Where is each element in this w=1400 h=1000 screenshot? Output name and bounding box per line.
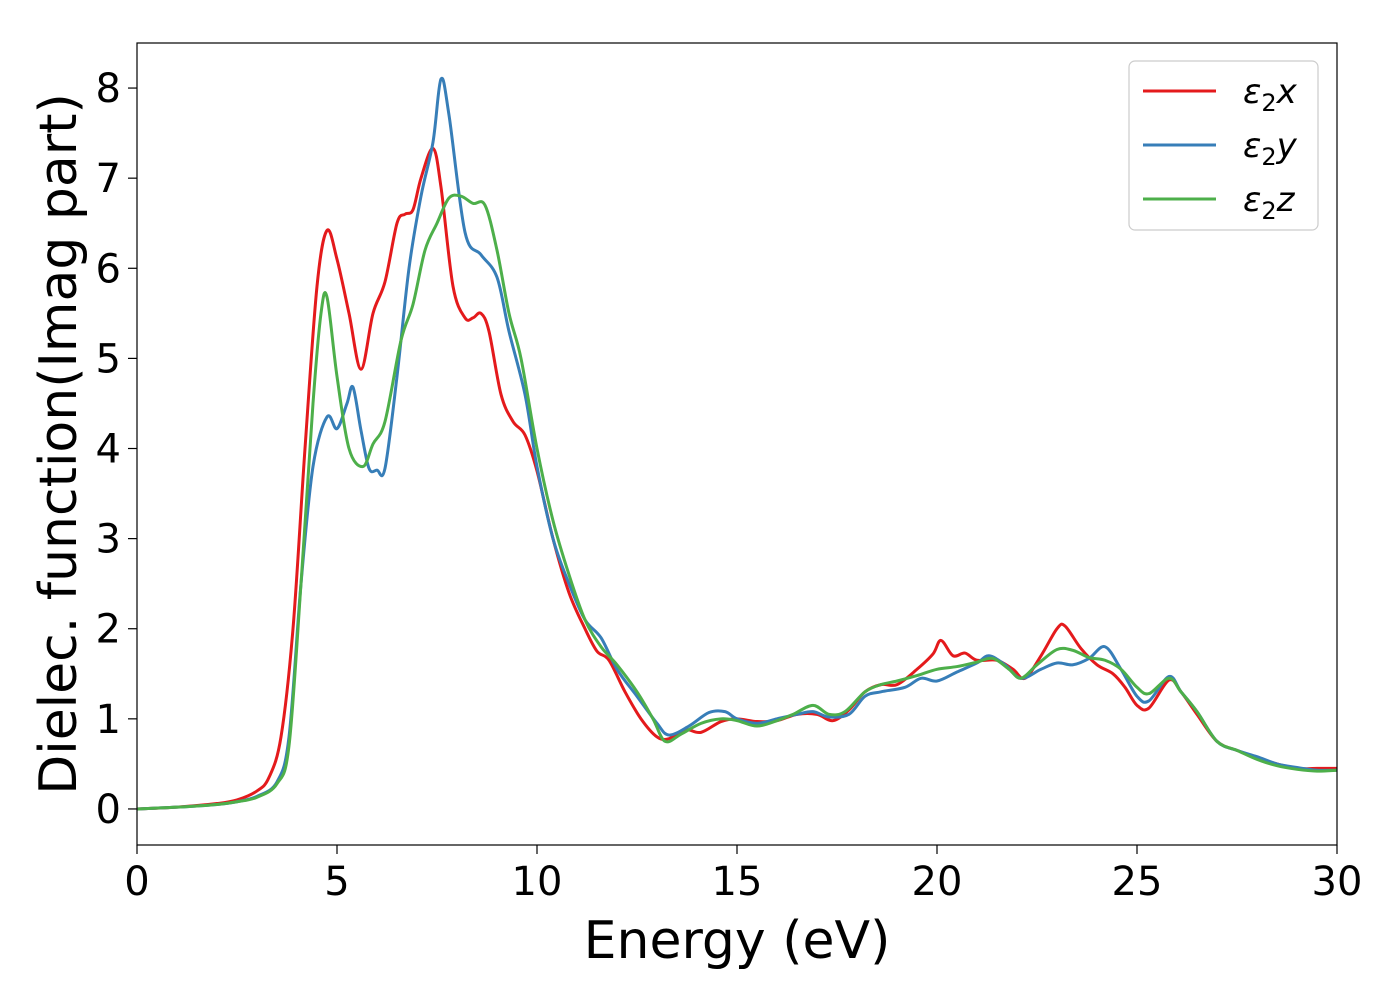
x-axis: 0 5 10 15 20 25 30: [124, 845, 1362, 905]
legend-label-z: ε2z: [1243, 180, 1296, 225]
x-tick-label: 25: [1112, 859, 1163, 905]
legend: ε2x ε2y ε2z: [1128, 60, 1319, 231]
x-tick-label: 10: [512, 859, 563, 905]
series-line-x: [137, 146, 1337, 811]
legend-label-x: ε2x: [1243, 72, 1298, 117]
y-tick-label: 1: [96, 697, 121, 743]
y-tick-label: 6: [96, 246, 121, 292]
x-tick-label: 30: [1312, 859, 1363, 905]
y-axis-label: Dielec. function(Imag part): [29, 93, 89, 795]
x-axis-label: Energy (eV): [584, 911, 891, 971]
y-tick-label: 3: [96, 517, 121, 563]
y-tick-label: 5: [96, 336, 121, 382]
y-tick-label: 4: [96, 427, 121, 473]
series-line-z: [137, 193, 1337, 811]
y-tick-label: 7: [96, 156, 121, 202]
y-tick-label: 2: [96, 607, 121, 653]
x-tick-label: 0: [124, 859, 149, 905]
y-tick-label: 8: [96, 66, 121, 112]
x-tick-label: 20: [912, 859, 963, 905]
series-line-y: [137, 76, 1337, 811]
x-tick-label: 5: [324, 859, 349, 905]
legend-label-y: ε2y: [1243, 126, 1298, 171]
y-axis: 0 1 2 3 4 5 6 7 8: [96, 66, 137, 833]
x-tick-label: 15: [712, 859, 763, 905]
legend-box: [1128, 60, 1319, 231]
series-layer: [137, 76, 1337, 811]
y-tick-label: 0: [96, 787, 121, 833]
